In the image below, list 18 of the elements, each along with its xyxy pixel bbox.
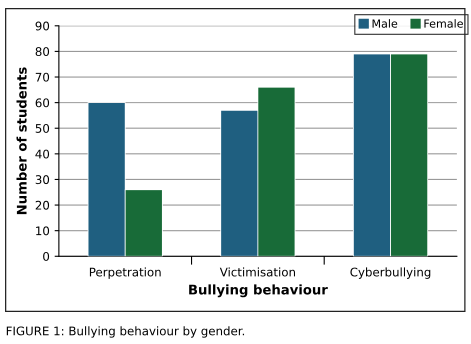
y-tick-label: 60 bbox=[36, 98, 50, 108]
y-tick-label: 0 bbox=[43, 252, 50, 261]
y-tick-label: 40 bbox=[35, 150, 50, 158]
y-tick-label: 50 bbox=[36, 124, 50, 133]
y-tick-label: 80 bbox=[36, 47, 50, 56]
caption: FIGURE 1: Bullying behaviour by gender. bbox=[6, 326, 244, 338]
y-tick-label: 20 bbox=[36, 200, 50, 210]
y-tick-label: 70 bbox=[36, 72, 50, 82]
y-tick-label: 90 bbox=[36, 22, 50, 30]
x-tick-label: Victimisation bbox=[220, 267, 296, 277]
x-axis-title: Bullying behaviour bbox=[189, 284, 328, 298]
legend-label: Male bbox=[372, 19, 398, 28]
legend-label: Female bbox=[424, 19, 463, 28]
y-tick-label: 30 bbox=[36, 175, 50, 184]
y-axis-title: Number of students bbox=[16, 67, 27, 214]
x-tick-label: Perpetration bbox=[90, 267, 161, 279]
y-tick-label: 10 bbox=[36, 226, 50, 236]
x-tick-label: Cyberbullying bbox=[350, 267, 430, 279]
